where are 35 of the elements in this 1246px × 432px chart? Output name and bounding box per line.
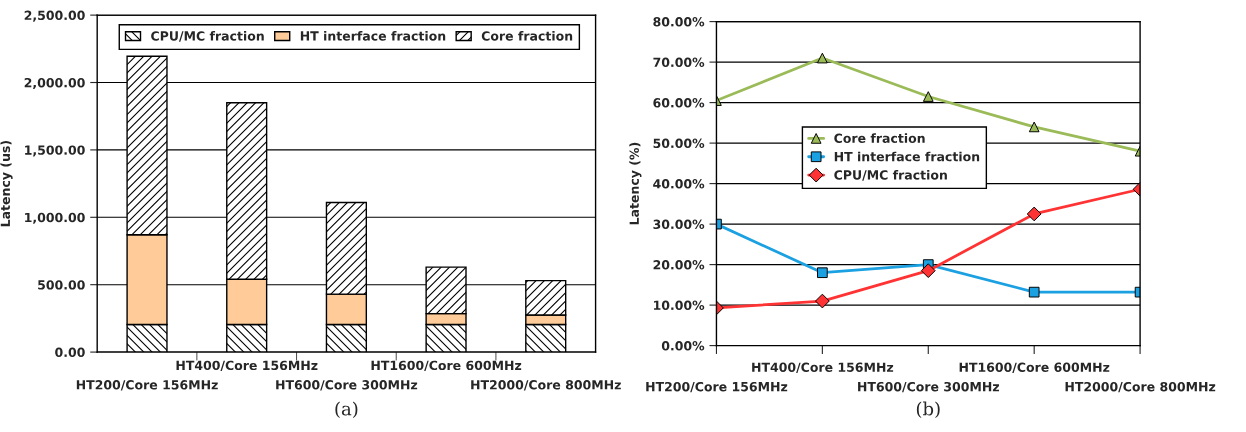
text: (a) [335,401,358,419]
y-axis-title: Latency (%) [629,142,642,225]
y-tick-label: 0.00% [661,341,705,351]
y-tick-label: 40.00% [653,179,705,189]
legend-label: Core fraction [481,30,573,41]
y-axis-title: Latency (us) [0,140,13,227]
y-tick-label: 0.00 [55,347,85,358]
x-tick-label: HT2000/Core 800MHz [1065,381,1216,393]
legend-label: CPU/MC fraction [151,30,264,42]
x-tick-label: HT400/Core 156MHz [752,362,894,373]
y-tick-label: 10.00% [653,300,705,311]
legend-label: CPU/MC fraction [834,169,947,181]
text: (b) [916,401,940,419]
x-tick-label: HT600/Core 300MHz [858,381,1000,393]
y-tick-label: 1,000.00 [25,212,85,224]
y-tick-label: 60.00% [653,98,705,108]
y-tick-label: 2,000.00 [24,77,85,90]
x-tick-label: HT600/Core 300MHz [276,380,418,391]
legend-label: Core fraction [834,133,925,143]
x-tick-label: HT1600/Core 600MHz [959,362,1110,373]
y-tick-label: 20.00% [653,260,705,270]
y-tick-label: 2,500.00 [24,10,85,22]
x-tick-label: HT2000/Core 800MHz [471,380,621,391]
y-tick-label: 70.00% [653,57,705,68]
x-tick-label: HT200/Core 156MHz [646,381,788,393]
x-tick-label: HT400/Core 156MHz [176,360,318,372]
y-tick-label: 1,500.00 [25,145,85,157]
x-tick-label: HT200/Core 156MHz [76,380,218,391]
y-tick-label: 30.00% [653,219,705,230]
y-tick-label: 500.00 [38,280,85,290]
y-tick-label: 50.00% [653,138,705,149]
legend-label: HT interface fraction [834,151,980,162]
legend-label: HT interface fraction [300,30,446,41]
x-tick-label: HT1600/Core 600MHz [371,360,522,372]
y-tick-label: 80.00% [653,17,705,27]
